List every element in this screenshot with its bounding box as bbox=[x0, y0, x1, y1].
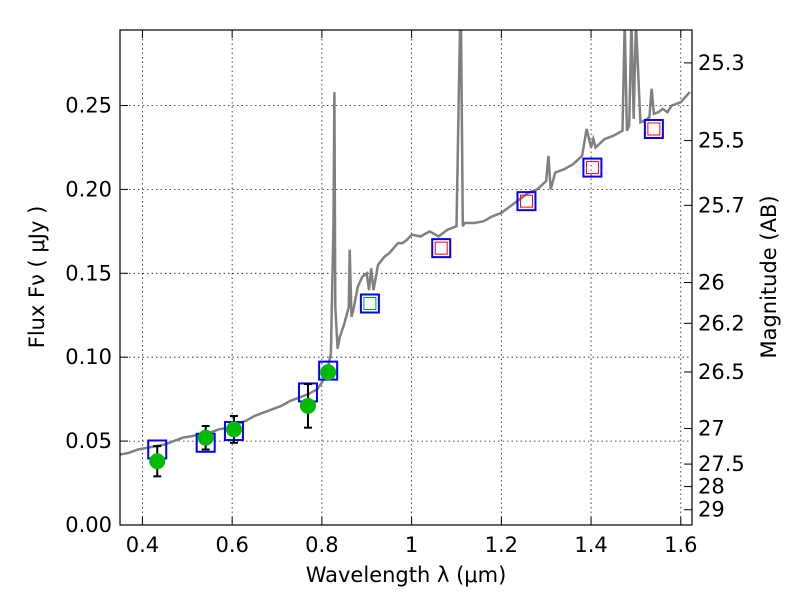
right-tick-label: 25.7 bbox=[698, 193, 745, 217]
y-tick-label: 0.15 bbox=[65, 261, 112, 285]
x-tick-label: 1.4 bbox=[574, 533, 607, 557]
model-box-point bbox=[359, 293, 380, 314]
observed-point bbox=[149, 453, 166, 470]
right-tick-label: 25.5 bbox=[698, 129, 745, 153]
y-axis: 0.00 0.05 0.10 0.15 0.20 0.25 bbox=[65, 94, 128, 537]
plot-area bbox=[120, 30, 691, 460]
y-tick-label: 0.05 bbox=[65, 429, 112, 453]
right-tick-label: 26.5 bbox=[698, 360, 745, 384]
x-tick-label: 0.8 bbox=[305, 533, 338, 557]
observed-point bbox=[197, 429, 214, 446]
inner-box-point bbox=[519, 194, 533, 208]
y-axis-label: Flux Fν ( μJy ) bbox=[25, 206, 49, 349]
x-tick-label: 1.2 bbox=[485, 533, 518, 557]
model-box-point bbox=[516, 191, 537, 212]
observed-point bbox=[320, 364, 337, 381]
right-tick-label: 27.5 bbox=[698, 452, 745, 476]
spectrum-line bbox=[120, 30, 691, 456]
right-axis-label: Magnitude (AB) bbox=[757, 195, 781, 358]
model-box-point bbox=[431, 238, 452, 259]
y-tick-label: 0.25 bbox=[65, 94, 112, 118]
observed-point bbox=[225, 421, 242, 438]
y-tick-label: 0.20 bbox=[65, 177, 112, 201]
observed-point bbox=[299, 397, 316, 414]
x-tick-label: 0.6 bbox=[215, 533, 248, 557]
right-tick-label: 26.2 bbox=[698, 311, 745, 335]
inner-box-point bbox=[647, 122, 661, 136]
model-box-point bbox=[643, 119, 664, 139]
error-bars bbox=[149, 364, 337, 478]
right-tick-label: 25.3 bbox=[698, 51, 745, 75]
inner-box-point bbox=[434, 241, 448, 255]
x-tick-label: 0.4 bbox=[126, 533, 159, 557]
x-tick-label: 1 bbox=[405, 533, 418, 557]
right-tick-label: 29 bbox=[698, 498, 725, 522]
right-tick-label: 27 bbox=[698, 417, 725, 441]
x-axis: 0.4 0.6 0.8 1 1.2 1.4 1.6 bbox=[126, 30, 697, 557]
right-tick-label: 28 bbox=[698, 475, 725, 499]
inner-box-point bbox=[363, 297, 377, 311]
model-box-point bbox=[582, 157, 603, 178]
x-tick-label: 1.6 bbox=[664, 533, 697, 557]
y-tick-label: 0.00 bbox=[65, 513, 112, 537]
plot-frame bbox=[119, 29, 693, 526]
grid bbox=[120, 30, 692, 525]
y-tick-label: 0.10 bbox=[65, 345, 112, 369]
inner-box-point bbox=[585, 161, 599, 175]
right-tick-label: 26 bbox=[698, 271, 725, 295]
x-axis-label: Wavelength λ (μm) bbox=[306, 563, 507, 587]
